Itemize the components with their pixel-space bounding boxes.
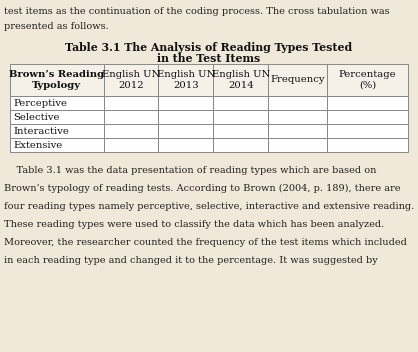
Text: Brown’s typology of reading tests. According to Brown (2004, p. 189), there are: Brown’s typology of reading tests. Accor… xyxy=(4,184,400,193)
Text: Moreover, the researcher counted the frequency of the test items which included: Moreover, the researcher counted the fre… xyxy=(4,238,407,247)
Text: test items as the continuation of the coding process. The cross tabulation was: test items as the continuation of the co… xyxy=(4,7,390,16)
Text: Table 3.1 was the data presentation of reading types which are based on: Table 3.1 was the data presentation of r… xyxy=(4,166,376,175)
Text: English UN
2013: English UN 2013 xyxy=(157,70,215,90)
Bar xyxy=(213,96,268,110)
Bar xyxy=(327,138,408,152)
Bar xyxy=(10,64,104,96)
Bar xyxy=(158,138,213,152)
Text: four reading types namely perceptive, selective, interactive and extensive readi: four reading types namely perceptive, se… xyxy=(4,202,414,211)
Text: Frequency: Frequency xyxy=(270,75,325,84)
Text: in each reading type and changed it to the percentage. It was suggested by: in each reading type and changed it to t… xyxy=(4,256,378,265)
Bar xyxy=(10,124,104,138)
Text: Selective: Selective xyxy=(13,113,59,121)
Bar xyxy=(327,64,408,96)
Bar xyxy=(268,110,327,124)
Bar xyxy=(158,124,213,138)
Bar xyxy=(268,96,327,110)
Text: Extensive: Extensive xyxy=(13,140,62,150)
Bar xyxy=(158,96,213,110)
Bar xyxy=(104,64,158,96)
Bar xyxy=(10,110,104,124)
Bar xyxy=(104,124,158,138)
Text: Percentage
(%): Percentage (%) xyxy=(339,70,396,90)
Text: in the Test Items: in the Test Items xyxy=(157,53,261,64)
Bar xyxy=(213,138,268,152)
Bar xyxy=(268,124,327,138)
Bar xyxy=(213,124,268,138)
Bar xyxy=(327,96,408,110)
Bar xyxy=(213,64,268,96)
Text: presented as follows.: presented as follows. xyxy=(4,22,109,31)
Bar xyxy=(10,138,104,152)
Bar xyxy=(10,96,104,110)
Bar xyxy=(213,110,268,124)
Text: Perceptive: Perceptive xyxy=(13,99,67,107)
Text: These reading types were used to classify the data which has been analyzed.: These reading types were used to classif… xyxy=(4,220,384,229)
Bar xyxy=(104,96,158,110)
Bar xyxy=(268,64,327,96)
Text: Brown’s Reading
Typology: Brown’s Reading Typology xyxy=(9,70,104,90)
Bar xyxy=(158,110,213,124)
Text: English UN
2014: English UN 2014 xyxy=(212,70,270,90)
Bar xyxy=(104,138,158,152)
Text: Table 3.1 The Analysis of Reading Types Tested: Table 3.1 The Analysis of Reading Types … xyxy=(66,42,352,53)
Bar xyxy=(327,110,408,124)
Bar xyxy=(327,124,408,138)
Bar xyxy=(104,110,158,124)
Text: Interactive: Interactive xyxy=(13,126,69,136)
Bar xyxy=(268,138,327,152)
Bar xyxy=(158,64,213,96)
Text: English UN
2012: English UN 2012 xyxy=(102,70,160,90)
